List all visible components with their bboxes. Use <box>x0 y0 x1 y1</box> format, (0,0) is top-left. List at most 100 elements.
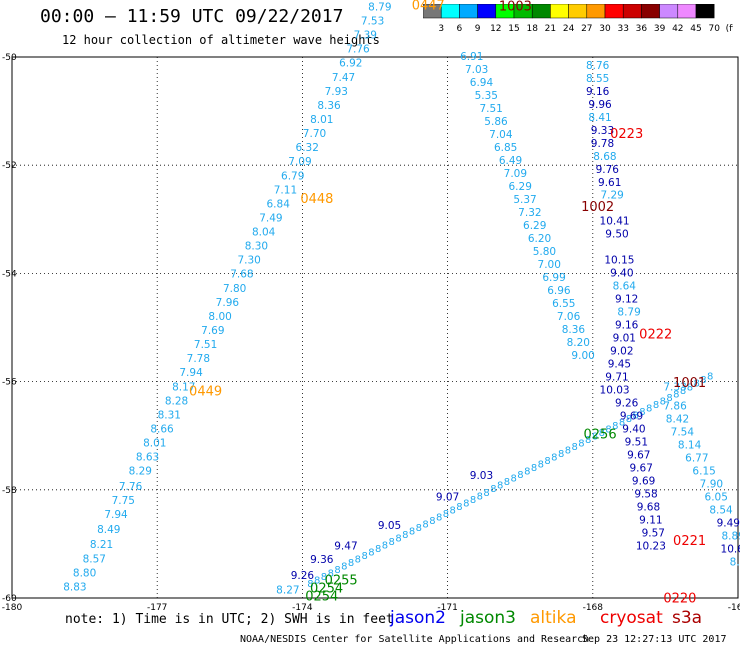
swh-data-label: 9.68 <box>637 501 660 513</box>
swh-data-label: 8.63 <box>136 452 159 464</box>
time-marker-label: 1002 <box>581 200 614 215</box>
swh-data-label: 7.09 <box>504 168 527 180</box>
swh-data-label: 9.26 <box>291 570 315 582</box>
track-point: 8 <box>558 449 564 460</box>
x-tick-label: -168 <box>583 603 604 613</box>
swh-data-label: 8.89 <box>721 531 740 543</box>
swh-data-label: 8.57 <box>83 553 106 565</box>
colorbar-label: 36 <box>636 24 648 34</box>
x-tick-label: -177 <box>147 603 167 613</box>
swh-data-label: 7.78 <box>187 353 210 365</box>
time-marker-label: 0448 <box>300 192 333 207</box>
swh-data-label: 8.17 <box>172 381 195 393</box>
swh-data-label: 9.49 <box>717 518 740 530</box>
time-marker-label: 0222 <box>639 327 672 342</box>
swh-data-label: 9.07 <box>436 492 459 504</box>
swh-data-label: 9.26 <box>615 397 639 409</box>
track-point: 8 <box>585 435 591 446</box>
colorbar-label: 21 <box>545 24 556 34</box>
swh-data-label: 7.29 <box>600 190 623 202</box>
swh-data-label: 7.76 <box>346 44 370 56</box>
swh-data-label: 7.54 <box>671 427 695 439</box>
footer-note: note: 1) Time is in UTC; 2) SWH is in fe… <box>65 612 394 627</box>
swh-data-label: 7.76 <box>119 481 143 493</box>
swh-data-label: 8.01 <box>143 438 166 450</box>
track-point: 8 <box>592 431 598 442</box>
track-point: 8 <box>572 442 578 453</box>
swh-data-label: 7.09 <box>288 156 311 168</box>
swh-data-label: 7.80 <box>223 283 246 295</box>
swh-data-label: 8.21 <box>90 539 113 551</box>
swh-data-label: 7.51 <box>479 103 502 115</box>
swh-data-label: 7.94 <box>179 367 203 379</box>
swh-data-label: 7.04 <box>489 129 513 141</box>
swh-data-label: 8.14 <box>678 440 702 452</box>
swh-data-label: 6.55 <box>552 298 575 310</box>
track-point: 8 <box>382 540 388 551</box>
track-point: 8 <box>409 526 415 537</box>
plot-frame <box>11 56 739 599</box>
swh-data-label: 7.11 <box>274 184 297 196</box>
track-point: 8 <box>511 474 517 485</box>
swh-data-label: 8.2 <box>730 557 740 569</box>
swh-data-label: 6.29 <box>509 181 532 193</box>
colorbar-label: 9 <box>475 24 481 34</box>
swh-data-label: 8.20 <box>567 337 590 349</box>
legend-cryosat: cryosat <box>600 608 663 628</box>
swh-data-label: 6.96 <box>547 285 571 297</box>
legend-jason3: jason3 <box>460 608 516 628</box>
track-point: 8 <box>707 372 713 383</box>
swh-data-label: 9.67 <box>627 449 650 461</box>
swh-data-label: 9.67 <box>630 462 653 474</box>
time-marker-label: 0255 <box>325 573 358 588</box>
time-marker-label: 1003 <box>499 0 532 14</box>
swh-data-label: 9.36 <box>310 554 334 566</box>
swh-data-label: 8.00 <box>208 311 231 323</box>
y-tick-label: -58 <box>2 486 17 496</box>
track-point: 8 <box>605 424 611 435</box>
legend-altika: altika <box>530 608 577 628</box>
swh-data-label: 8.54 <box>709 505 733 517</box>
swh-data-label: 10.41 <box>600 216 630 228</box>
swh-data-label: 6.15 <box>692 466 715 478</box>
swh-data-label: 5.35 <box>475 90 498 102</box>
track-point: 8 <box>599 428 605 439</box>
track-point: 8 <box>450 505 456 516</box>
swh-data-label: 7.32 <box>518 207 541 219</box>
swh-data-label: 8.01 <box>310 114 333 126</box>
track-point: 8 <box>456 502 462 513</box>
swh-data-label: 6.84 <box>267 198 291 210</box>
time-marker-label: 0223 <box>610 127 643 142</box>
track-point: 8 <box>497 481 503 492</box>
time-marker-label: 0221 <box>673 534 706 549</box>
swh-data-label: 7.90 <box>700 479 723 491</box>
swh-data-label: 7.06 <box>557 311 581 323</box>
track-point: 8 <box>693 379 699 390</box>
swh-data-label: 8.66 <box>150 423 174 435</box>
track-point: 8 <box>653 400 659 411</box>
swh-data-label: 9.12 <box>615 294 638 306</box>
colorbar-label: (ft) <box>726 24 733 34</box>
track-point: 8 <box>361 551 367 562</box>
track-point: 8 <box>626 414 632 425</box>
swh-data-label: 5.80 <box>533 246 556 258</box>
swh-data-label: 10.63 <box>721 544 740 556</box>
colorbar-label: 15 <box>508 24 519 34</box>
legend-s3a: s3a <box>672 608 703 628</box>
swh-data-label: 9.57 <box>642 527 665 539</box>
track-point: 8 <box>666 393 672 404</box>
swh-data-label: 7.68 <box>230 269 253 281</box>
colorbar-label: 42 <box>672 24 683 34</box>
swh-data-label: 5.86 <box>484 116 508 128</box>
swh-data-label: 7.94 <box>104 509 128 521</box>
track-point: 8 <box>639 407 645 418</box>
track-point: 8 <box>368 548 374 559</box>
swh-data-label: 8.64 <box>613 281 637 293</box>
track-point: 8 <box>416 523 422 534</box>
time-marker-label: 0449 <box>189 385 222 400</box>
swh-data-label: 6.20 <box>528 233 551 245</box>
swh-data-label: 6.91 <box>460 51 483 63</box>
swh-data-label: 8.80 <box>73 567 96 579</box>
track-point: 8 <box>551 453 557 464</box>
